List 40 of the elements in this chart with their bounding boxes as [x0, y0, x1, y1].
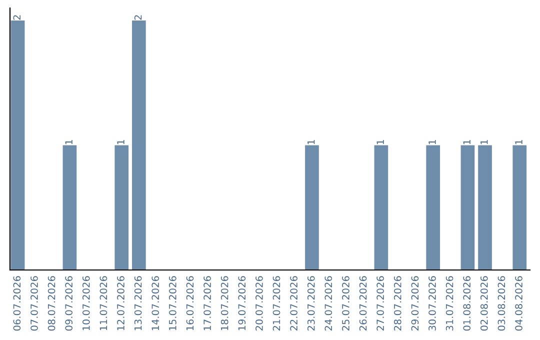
x-tick-label: 29.07.2026 [411, 276, 419, 331]
x-tick-label: 21.07.2026 [272, 276, 280, 331]
x-tick-label: 13.07.2026 [134, 276, 142, 330]
x-tick-label: 12.07.2026 [117, 276, 124, 330]
x-tick-label: 04.08.2026 [515, 276, 522, 331]
x-tick-label: 06.07.2026 [13, 276, 21, 331]
data-label: 1 [480, 140, 488, 144]
x-tick-label: 30.07.2026 [428, 276, 436, 330]
x-tick-label: 01.08.2026 [463, 276, 471, 331]
x-tick-label: 08.07.2026 [48, 276, 56, 331]
x-tick-label: 18.07.2026 [220, 276, 228, 330]
data-label: 2 [13, 15, 20, 20]
x-tick-label: 19.07.2026 [238, 276, 246, 330]
data-label: 1 [463, 140, 470, 144]
data-label: 1 [515, 140, 522, 144]
data-label: 1 [117, 140, 124, 144]
x-tick-label: 26.07.2026 [359, 276, 367, 331]
x-tick-label: 31.07.2026 [446, 276, 454, 330]
x-tick-label: 14.07.2026 [152, 276, 160, 330]
data-label: 1 [65, 140, 72, 144]
x-tick-label: 22.07.2026 [290, 276, 298, 331]
x-tick-label: 07.07.2026 [30, 276, 38, 331]
x-tick-label: 25.07.2026 [342, 276, 350, 331]
x-tick-label: 28.07.2026 [394, 276, 402, 331]
data-label: 1 [376, 140, 384, 144]
x-tick-label: 24.07.2026 [324, 276, 332, 331]
data-label: 1 [428, 140, 436, 144]
x-tick-label: 03.08.2026 [498, 276, 506, 331]
x-tick-label: 11.07.2026 [100, 276, 108, 330]
x-tick-label: 27.07.2026 [376, 276, 384, 331]
x-tick-label: 10.07.2026 [82, 276, 90, 330]
data-label: 1 [308, 140, 315, 144]
x-tick-label: 16.07.2026 [186, 276, 194, 330]
x-tick-label: 15.07.2026 [168, 276, 176, 330]
x-tick-label: 23.07.2026 [307, 276, 315, 331]
x-tick-label: 09.07.2026 [65, 276, 73, 331]
x-tick-label: 02.08.2026 [480, 276, 488, 331]
x-tick-label: 20.07.2026 [256, 276, 263, 331]
data-label: 2 [134, 15, 142, 20]
x-tick-label: 17.07.2026 [204, 276, 211, 330]
